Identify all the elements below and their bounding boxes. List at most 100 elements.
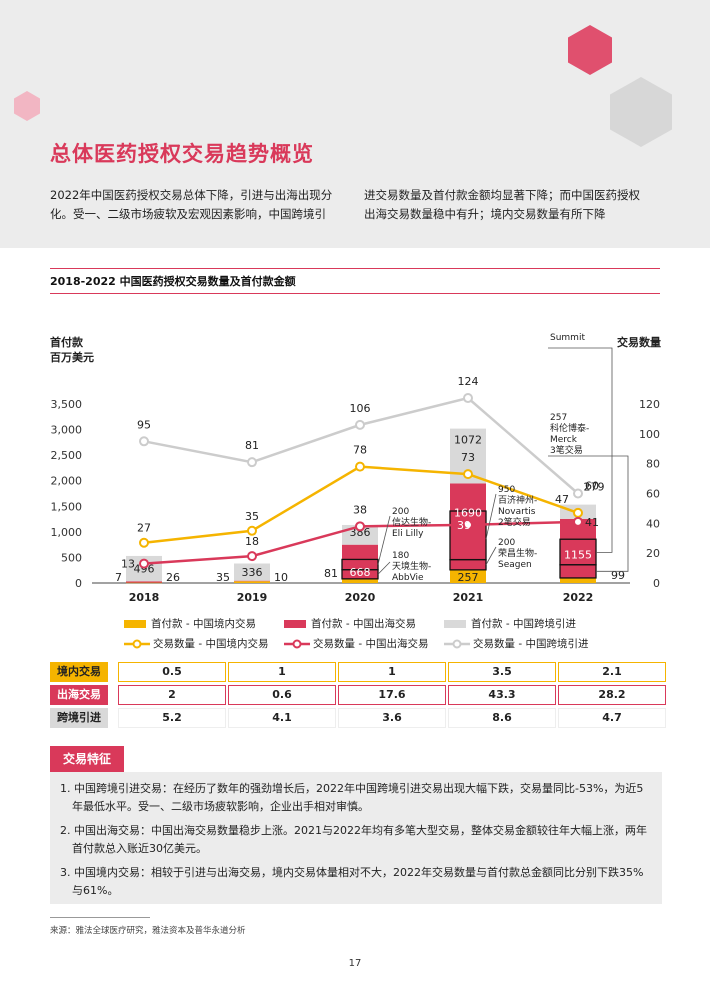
deal-annotation-text: 天境生物- (392, 560, 431, 572)
gray-hexagon-decoration (610, 77, 672, 147)
bar-outbound (234, 580, 270, 582)
x-tick-label: 2019 (237, 591, 268, 604)
section-rule-top (50, 268, 660, 269)
line-value-label: 38 (353, 503, 367, 516)
line-value-label: 81 (245, 439, 259, 452)
features-tag: 交易特征 (50, 746, 124, 772)
deal-annotation-text: AbbVie (392, 573, 424, 583)
metrics-cell: 3.5 (448, 662, 556, 682)
line-domestic-point (247, 525, 257, 536)
line-domestic-point (573, 507, 583, 518)
deal-annotation-text: 257 (550, 413, 567, 423)
legend-inbound-bar: 首付款 - 中国跨境引进 (444, 616, 576, 631)
metrics-cell: 8.6 (448, 708, 556, 728)
deal-annotation-text: 2笔交易 (498, 516, 531, 528)
bar-value-label: 99 (611, 569, 625, 582)
header-banner: 总体医药授权交易趋势概览 2022年中国医药授权交易总体下降，引进与出海出现分 … (0, 0, 710, 248)
left-tick-label: 1,500 (51, 500, 83, 513)
line-value-label: 41 (585, 516, 599, 529)
intro-right-line: 出海交易数量稳中有升；境内交易数量有所下降 (364, 207, 606, 221)
bar-value-label: 496 (134, 563, 155, 576)
deal-annotation-text: 百济神州- (498, 494, 537, 506)
left-tick-label: 3,000 (51, 424, 83, 437)
deal-annotation-text: 200 (392, 507, 409, 517)
line-inbound-point (355, 419, 365, 430)
deal-annotation-text: Merck (550, 435, 578, 445)
line-inbound-point (463, 393, 473, 404)
right-tick-label: 40 (646, 517, 660, 530)
right-tick-label: 20 (646, 547, 660, 560)
feature-item: 3. 中国境内交易：相较于引进与出海交易，境内交易体量相对不大，2022年交易数… (60, 866, 644, 897)
bar-value-label: 668 (350, 566, 371, 579)
legend-label: 交易数量 - 中国出海交易 (313, 638, 429, 650)
annotation-connector (377, 515, 391, 565)
section-rule-bottom (50, 293, 660, 294)
intro-right-line: 进交易数量及首付款金额均显著下降；而中国医药授权 (364, 188, 640, 202)
metrics-row-domestic: 境内交易 0.5 1 1 3.5 2.1 (50, 662, 666, 682)
metrics-row-label: 境内交易 (50, 662, 108, 682)
bar-domestic (450, 569, 486, 583)
chart-section-title: 2018-2022 中国医药授权交易数量及首付款金额 (50, 275, 296, 288)
annotation-connector (548, 347, 613, 553)
bar-value-label: 336 (242, 566, 263, 579)
bar-value-label: 10 (274, 571, 288, 584)
metrics-cell: 1 (228, 662, 336, 682)
bar-outbound (126, 581, 162, 583)
line-value-label: 18 (245, 535, 259, 548)
line-value-label: 73 (461, 451, 475, 464)
page-number: 17 (348, 958, 362, 969)
metrics-row-outbound: 出海交易 2 0.6 17.6 43.3 28.2 (50, 685, 666, 705)
bar-value-label: 26 (166, 571, 180, 584)
line-value-label: 106 (350, 402, 371, 415)
left-tick-label: 2,000 (51, 475, 83, 488)
deal-annotation-text: 荣昌生物- (498, 547, 537, 559)
line-domestic-point (139, 537, 149, 548)
bar-value-label: 1690 (454, 507, 482, 520)
right-tick-label: 80 (646, 458, 660, 471)
x-tick-label: 2020 (345, 591, 376, 604)
bar-outbound (560, 518, 596, 578)
bar-domestic (126, 582, 162, 584)
metrics-cell: 3.6 (338, 708, 446, 728)
right-tick-label: 0 (653, 577, 660, 590)
deal-annotation-text: 康方生物- (550, 330, 589, 332)
metrics-row-label: 跨境引进 (50, 708, 108, 728)
metrics-cell: 4.1 (228, 708, 336, 728)
bar-value-label: 257 (458, 571, 479, 584)
line-outbound-point (463, 519, 473, 530)
metrics-cell: 28.2 (558, 685, 666, 705)
bar-outbound (342, 544, 378, 579)
legend-label: 首付款 - 中国跨境引进 (471, 618, 576, 630)
right-tick-label: 100 (639, 428, 660, 441)
source-note: 来源：雅法全球医疗研究，雅法资本及普华永道分析 (50, 926, 246, 936)
small-hexagon-decoration (14, 91, 40, 121)
line-outbound-point (247, 551, 257, 562)
legend-outbound-line: 交易数量 - 中国出海交易 (284, 636, 428, 651)
bar-domestic (234, 581, 270, 583)
deal-annotation-text: 950 (498, 485, 515, 495)
metrics-row-inbound: 跨境引进 5.2 4.1 3.6 8.6 4.7 (50, 708, 666, 728)
annotation-connector (548, 455, 629, 572)
bar-value-label: 1072 (454, 434, 482, 447)
annotation-connector (485, 493, 497, 540)
line-value-label: 39 (457, 519, 471, 532)
metrics-row-label: 出海交易 (50, 685, 108, 705)
line-domestic-point (355, 461, 365, 472)
line-value-label: 47 (555, 493, 569, 506)
bar-value-label: 1155 (564, 548, 592, 561)
legend-label: 首付款 - 中国出海交易 (311, 618, 416, 630)
deal-annotation-text: Summit (550, 333, 585, 343)
line-value-label: 78 (353, 444, 367, 457)
bar-value-label: 386 (350, 526, 371, 539)
metrics-cell: 4.7 (558, 708, 666, 728)
metrics-cell: 2 (118, 685, 226, 705)
source-divider (50, 917, 150, 918)
legend-domestic-bar: 首付款 - 中国境内交易 (124, 616, 256, 631)
line-value-label: 60 (585, 480, 599, 493)
legend-label: 交易数量 - 中国境内交易 (153, 638, 269, 650)
right-tick-label: 60 (646, 488, 660, 501)
right-tick-label: 120 (639, 398, 660, 411)
deal-annotation-text: Seagen (498, 560, 532, 570)
line-outbound-point (139, 558, 149, 569)
